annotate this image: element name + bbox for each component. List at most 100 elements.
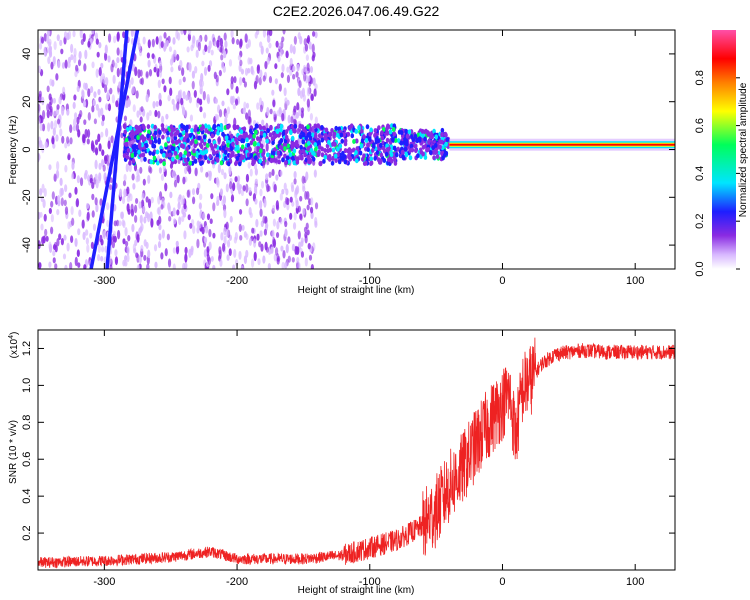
spectrogram-noise-mark <box>173 179 178 188</box>
spectrogram-ytick-label: 0 <box>21 146 33 152</box>
spectrogram-noise-mark <box>58 233 62 241</box>
spectrogram-noise-mark <box>265 142 269 152</box>
spectrogram-noise-mark <box>232 264 236 269</box>
spectrogram-noise-mark <box>40 223 44 231</box>
spectrogram-noise-mark <box>248 237 252 246</box>
spectrogram-band-mark <box>231 141 235 147</box>
spectrogram-noise-mark <box>179 89 183 98</box>
spectrogram-noise-mark <box>123 188 127 198</box>
spectrogram-band-mark <box>159 148 164 154</box>
spectrogram-noise-mark <box>90 241 95 250</box>
spectrogram-noise-mark <box>224 116 228 126</box>
spectrogram-noise-mark <box>95 38 99 45</box>
spectrogram-band-mark <box>132 147 137 153</box>
spectrogram-noise-mark <box>82 32 86 42</box>
spectrogram-band-mark <box>342 132 347 138</box>
spectrogram-band-mark <box>354 150 358 156</box>
spectrogram-band-mark <box>368 137 372 143</box>
spectrogram-band-mark <box>362 134 366 140</box>
spectrogram-noise-mark <box>247 161 251 169</box>
spectrogram-band-mark <box>363 160 368 166</box>
spectrogram-noise-mark <box>282 249 286 259</box>
spectrogram-noise-mark <box>162 164 166 172</box>
spectrogram-band-mark <box>352 138 356 144</box>
spectrogram-band-mark <box>368 131 372 137</box>
spectrogram-noise-mark <box>203 236 208 244</box>
spectrogram-noise-mark <box>143 254 147 261</box>
spectrogram-noise-mark <box>76 85 80 92</box>
spectrogram-noise-mark <box>64 164 68 173</box>
spectrogram-noise-mark <box>160 41 164 48</box>
spectrogram-band-mark <box>399 130 404 136</box>
spectrogram-band-mark <box>428 149 433 155</box>
spectrogram-noise-mark <box>116 47 120 56</box>
spectrogram-band-mark <box>249 153 253 159</box>
spectrogram-band-mark <box>279 138 284 144</box>
spectrogram-band-mark <box>407 129 412 135</box>
spectrogram-band-mark <box>193 143 197 149</box>
spectrogram-noise-mark <box>184 253 188 263</box>
spectrogram-band-mark <box>360 128 364 134</box>
spectrogram-noise-mark <box>158 69 163 78</box>
spectrogram-noise-mark <box>157 79 161 89</box>
spectrogram-noise-mark <box>93 91 97 99</box>
spectrogram-noise-mark <box>167 202 171 211</box>
spectrogram-band-mark <box>360 156 365 162</box>
spectrogram-band-mark <box>216 126 221 132</box>
spectrogram-noise-mark <box>247 109 251 119</box>
spectrogram-noise-mark <box>127 234 131 242</box>
spectrogram-noise-mark <box>267 263 271 269</box>
spectrogram-band-mark <box>178 132 183 138</box>
spectrogram-noise-mark <box>123 173 127 182</box>
spectrogram-noise-mark <box>140 223 144 232</box>
spectrogram-noise-mark <box>199 165 204 173</box>
spectrogram-noise-mark <box>70 235 74 243</box>
spectrogram-noise-mark <box>67 30 72 40</box>
spectrogram-band-mark <box>372 142 376 148</box>
snr-xtick-label: -300 <box>93 576 115 588</box>
spectrogram-noise-mark <box>240 68 245 75</box>
spectrogram-noise-mark <box>208 241 212 251</box>
spectrogram-band-mark <box>404 138 409 144</box>
spectrogram-noise-mark <box>250 258 255 268</box>
spectrogram-band-mark <box>281 131 286 137</box>
spectrogram-band-mark <box>380 135 385 141</box>
spectrogram-band-mark <box>259 130 264 136</box>
spectrogram-noise-mark <box>109 87 113 95</box>
spectrogram-noise-mark <box>262 255 266 264</box>
spectrogram-noise-mark <box>40 36 45 44</box>
spectrogram-band-mark <box>255 123 259 129</box>
spectrogram-noise-mark <box>184 109 188 118</box>
spectrogram-noise-mark <box>291 201 295 207</box>
spectrogram-noise-mark <box>67 154 71 161</box>
spectrogram-noise-mark <box>72 30 76 38</box>
spectrogram-band-mark <box>346 131 351 137</box>
spectrogram-noise-mark <box>289 43 293 54</box>
spectrogram-noise-mark <box>83 264 87 269</box>
spectrogram-diagonal-line <box>105 30 129 269</box>
spectrogram-band-mark <box>284 160 288 166</box>
spectrogram-noise-mark <box>102 230 106 240</box>
spectrogram-noise-mark <box>41 183 45 193</box>
spectrogram-noise-mark <box>161 229 165 239</box>
spectrogram-band-mark <box>317 144 322 150</box>
spectrogram-band-mark <box>181 143 186 149</box>
spectrogram-band-mark <box>128 125 133 131</box>
spectrogram-noise-mark <box>275 204 280 211</box>
spectrogram-noise-mark <box>57 60 61 69</box>
spectrogram-noise-mark <box>64 184 68 193</box>
spectrogram-noise-mark <box>298 136 303 146</box>
spectrogram-noise-mark <box>154 109 158 118</box>
spectrogram-noise-mark <box>77 59 82 67</box>
spectrogram-noise-mark <box>202 90 206 101</box>
spectrogram-noise-mark <box>61 135 65 144</box>
spectrogram-noise-mark <box>299 195 303 202</box>
spectrogram-band-mark <box>244 132 248 138</box>
spectrogram-band-mark <box>259 143 264 149</box>
spectrogram-noise-mark <box>48 38 52 46</box>
spectrogram-noise-mark <box>161 78 165 85</box>
spectrogram-noise-mark <box>238 209 243 215</box>
spectrogram-noise-mark <box>56 161 60 171</box>
spectrogram-noise-mark <box>86 138 90 145</box>
spectrogram-band-mark <box>354 158 359 164</box>
